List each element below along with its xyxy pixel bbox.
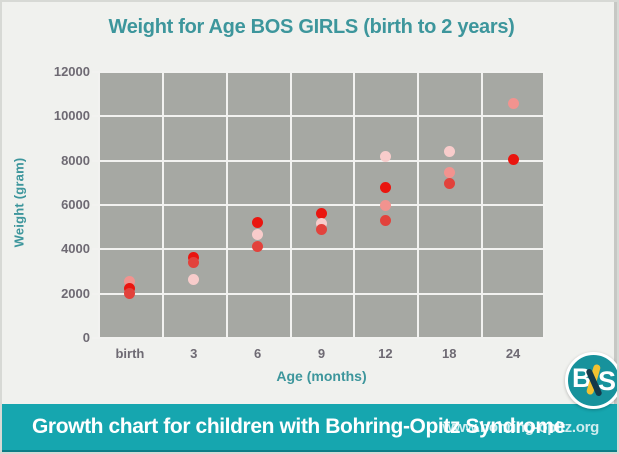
data-point <box>443 178 455 190</box>
gridline-vertical <box>481 72 484 338</box>
x-tick-label: 9 <box>317 346 326 361</box>
x-tick-label: 3 <box>190 346 198 361</box>
gridline-vertical <box>98 72 100 338</box>
data-point <box>252 217 264 229</box>
y-axis-title: Weight (gram) <box>11 157 27 248</box>
y-tick-label: 0 <box>82 330 90 345</box>
y-tick-mark <box>92 115 98 118</box>
data-point <box>316 208 327 220</box>
gridline-horizontal <box>98 337 545 339</box>
gridline-vertical <box>225 72 228 338</box>
data-point <box>379 199 391 211</box>
data-point <box>252 229 264 241</box>
x-tick-label: 24 <box>505 346 521 361</box>
data-point <box>379 150 391 162</box>
data-point <box>124 282 136 294</box>
y-tick-label: 4000 <box>61 241 90 257</box>
y-tick-mark <box>92 248 98 251</box>
data-point <box>252 240 264 252</box>
gridline-horizontal <box>98 292 545 295</box>
gridline-vertical <box>161 72 164 338</box>
logo-letter-s: S <box>598 366 617 396</box>
data-point <box>379 215 391 227</box>
y-tick-label: 8000 <box>61 152 90 168</box>
data-point <box>124 288 136 300</box>
gridline-horizontal <box>98 159 545 162</box>
chart-title: Weight for Age BOS GIRLS (birth to 2 yea… <box>108 16 515 38</box>
banner-edge-dark <box>2 450 617 452</box>
bos-logo: B S <box>565 352 617 409</box>
data-point <box>124 275 136 287</box>
y-tick-mark <box>92 71 98 73</box>
y-tick-label: 10000 <box>53 108 90 124</box>
x-tick-label: 18 <box>441 346 457 361</box>
gridline-vertical <box>353 72 356 338</box>
gridline-horizontal <box>98 248 545 251</box>
data-point <box>188 251 200 263</box>
data-point <box>507 154 519 166</box>
y-tick-label: 6000 <box>61 197 90 212</box>
y-tick-mark <box>92 159 98 162</box>
x-tick-label: 12 <box>378 346 393 361</box>
x-axis-title: Age (months) <box>276 368 367 384</box>
y-tick-label: 2000 <box>61 285 90 301</box>
data-point <box>443 146 455 158</box>
data-point <box>379 181 391 193</box>
data-point <box>316 218 327 230</box>
gridline-vertical <box>543 72 545 338</box>
website-link[interactable]: www.bohring-opitz.org <box>442 419 600 436</box>
data-point <box>507 97 519 109</box>
y-tick-label: 12000 <box>53 64 90 79</box>
y-tick-mark <box>92 292 98 295</box>
x-tick-label: 6 <box>254 346 262 361</box>
gridline-horizontal <box>98 204 545 206</box>
data-point <box>316 223 327 235</box>
gridline-vertical <box>417 72 420 338</box>
x-tick-label: birth <box>115 346 145 361</box>
banner: Growth chart for children with Bohring-O… <box>2 404 617 450</box>
plot-area <box>92 71 545 339</box>
data-point <box>443 167 455 179</box>
gridline-horizontal <box>98 71 545 73</box>
gridline-vertical <box>289 72 292 338</box>
y-tick-mark <box>92 337 98 339</box>
banner-title: Growth chart for children with Bohring-O… <box>32 415 565 438</box>
y-tick-mark <box>92 204 98 206</box>
gridline-horizontal <box>98 115 545 118</box>
data-point <box>188 273 200 285</box>
data-point <box>188 257 200 269</box>
